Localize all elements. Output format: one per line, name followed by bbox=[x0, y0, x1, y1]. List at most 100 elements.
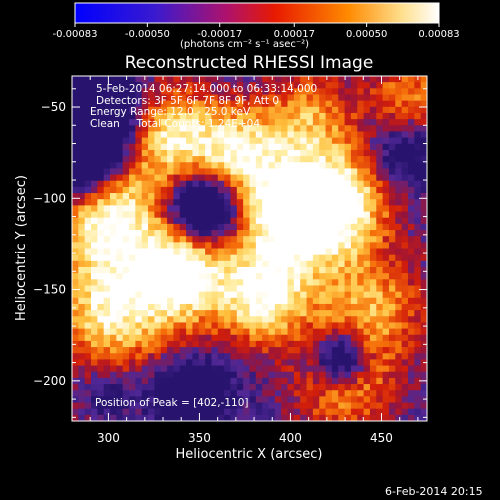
heatmap-cell bbox=[116, 82, 124, 89]
heatmap-cell bbox=[306, 377, 314, 385]
heatmap-cell bbox=[179, 396, 187, 404]
heatmap-cell bbox=[268, 100, 276, 108]
heatmap-cell bbox=[224, 76, 232, 83]
heatmap-cell bbox=[72, 199, 79, 206]
heatmap-cell bbox=[173, 199, 181, 206]
heatmap-cell bbox=[281, 199, 289, 206]
heatmap-cell bbox=[319, 100, 327, 108]
heatmap-cell bbox=[116, 217, 124, 225]
heatmap-cell bbox=[192, 217, 200, 225]
heatmap-cell bbox=[173, 205, 181, 213]
heatmap-cell bbox=[198, 359, 206, 367]
heatmap-cell bbox=[382, 174, 390, 182]
heatmap-cell bbox=[230, 347, 238, 354]
heatmap-cell bbox=[84, 242, 92, 250]
heatmap-cell bbox=[192, 131, 200, 139]
heatmap-cell bbox=[192, 143, 200, 151]
heatmap-cell bbox=[338, 334, 346, 342]
heatmap-cell bbox=[369, 205, 377, 213]
heatmap-cell bbox=[78, 137, 86, 145]
heatmap-cell bbox=[173, 377, 181, 385]
heatmap-cell bbox=[388, 205, 396, 213]
heatmap-cell bbox=[262, 310, 270, 317]
heatmap-cell bbox=[110, 303, 117, 311]
heatmap-cell bbox=[205, 106, 213, 114]
heatmap-cell bbox=[312, 112, 320, 120]
heatmap-cell bbox=[395, 408, 403, 416]
heatmap-cell bbox=[401, 396, 409, 404]
heatmap-cell bbox=[167, 174, 175, 182]
heatmap-cell bbox=[186, 254, 194, 262]
heatmap-cell bbox=[274, 230, 282, 237]
heatmap-cell bbox=[230, 112, 238, 120]
heatmap-cell bbox=[230, 223, 238, 231]
heatmap-cell bbox=[357, 88, 365, 96]
heatmap-cell bbox=[331, 297, 339, 305]
heatmap-cell bbox=[72, 334, 79, 342]
heatmap-cell bbox=[236, 199, 244, 206]
heatmap-cell bbox=[274, 112, 282, 120]
heatmap-cell bbox=[84, 223, 92, 231]
heatmap-cell bbox=[363, 273, 371, 280]
heatmap-cell bbox=[192, 82, 200, 89]
heatmap-cell bbox=[319, 199, 327, 206]
heatmap-cell bbox=[325, 180, 333, 188]
heatmap-cell bbox=[300, 310, 308, 317]
heatmap-cell bbox=[135, 402, 143, 410]
heatmap-cell bbox=[148, 106, 156, 114]
heatmap-cell bbox=[122, 371, 130, 379]
heatmap-cell bbox=[325, 273, 333, 280]
heatmap-cell bbox=[293, 168, 301, 176]
heatmap-cell bbox=[243, 143, 251, 151]
heatmap-cell bbox=[344, 340, 352, 348]
heatmap-cell bbox=[249, 359, 257, 367]
heatmap-cell bbox=[91, 384, 98, 391]
heatmap-cell bbox=[350, 149, 358, 157]
heatmap-cell bbox=[154, 353, 162, 360]
heatmap-cell bbox=[205, 76, 213, 83]
heatmap-cell bbox=[414, 100, 422, 108]
heatmap-cell bbox=[319, 94, 327, 102]
heatmap-cell bbox=[357, 377, 365, 385]
heatmap-cell bbox=[281, 143, 289, 151]
heatmap-cell bbox=[91, 365, 98, 373]
heatmap-cell bbox=[388, 174, 396, 182]
heatmap-cell bbox=[179, 414, 187, 421]
annotation-time-range: 5-Feb-2014 06:27:14.000 to 06:33:14.000 bbox=[96, 83, 318, 95]
heatmap-cell bbox=[312, 279, 320, 287]
heatmap-cell bbox=[420, 353, 427, 360]
heatmap-cell bbox=[268, 291, 276, 299]
heatmap-cell bbox=[300, 390, 308, 397]
heatmap-cell bbox=[230, 291, 238, 299]
heatmap-cell bbox=[116, 414, 124, 421]
heatmap-cell bbox=[141, 353, 149, 360]
heatmap-cell bbox=[211, 273, 219, 280]
heatmap-cell bbox=[287, 248, 295, 256]
heatmap-cell bbox=[300, 112, 308, 120]
heatmap-cell bbox=[211, 266, 219, 274]
heatmap-cell bbox=[395, 365, 403, 373]
heatmap-cell bbox=[122, 230, 130, 237]
heatmap-cell bbox=[255, 137, 263, 145]
heatmap-cell bbox=[388, 156, 396, 163]
heatmap-cell bbox=[363, 131, 371, 139]
heatmap-cell bbox=[97, 328, 105, 336]
heatmap-cell bbox=[401, 106, 409, 114]
heatmap-cell bbox=[382, 279, 390, 287]
heatmap-cell bbox=[116, 94, 124, 102]
heatmap-cell bbox=[129, 334, 136, 342]
heatmap-cell bbox=[154, 322, 162, 330]
heatmap-cell bbox=[230, 396, 238, 404]
heatmap-cell bbox=[192, 279, 200, 287]
heatmap-cell bbox=[388, 168, 396, 176]
heatmap-cell bbox=[141, 236, 149, 243]
heatmap-cell bbox=[293, 199, 301, 206]
heatmap-cell bbox=[97, 266, 105, 274]
heatmap-cell bbox=[205, 414, 213, 421]
heatmap-cell bbox=[407, 168, 415, 176]
heatmap-cell bbox=[414, 156, 422, 163]
heatmap-cell bbox=[395, 143, 403, 151]
heatmap-cell bbox=[135, 414, 143, 421]
heatmap-cell bbox=[363, 285, 371, 293]
heatmap-cell bbox=[84, 119, 92, 126]
